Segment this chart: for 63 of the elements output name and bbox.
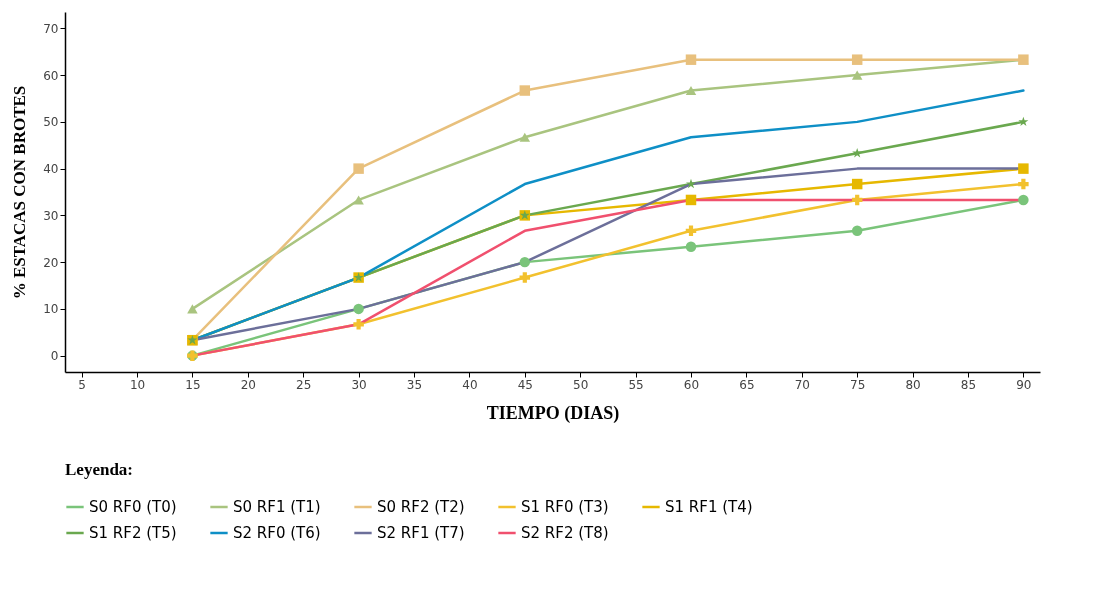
x-tick-label: 15: [185, 377, 201, 392]
point: [187, 304, 198, 314]
x-tick-label: 40: [462, 377, 478, 392]
point: [851, 194, 863, 206]
point: [519, 272, 531, 283]
point: [851, 70, 863, 80]
legend-label: S0 RF1 (T1): [233, 498, 321, 516]
x-tick-label: 25: [296, 377, 312, 392]
legend-label: S2 RF2 (T8): [521, 524, 609, 542]
point: [519, 256, 531, 268]
point: [519, 132, 531, 142]
y-tick-label: 0: [50, 349, 59, 364]
point: [685, 241, 697, 252]
point: [851, 225, 863, 237]
x-tick-label: 80: [905, 377, 921, 392]
point: [353, 195, 364, 205]
y-tick-label: 20: [43, 255, 59, 270]
y-tick-label: 30: [43, 208, 59, 223]
x-tick-label: 65: [739, 377, 755, 392]
legend-label: S2 RF0 (T6): [233, 524, 321, 542]
point: [851, 54, 863, 65]
x-tick-label: 5: [78, 377, 86, 392]
point: [353, 319, 364, 330]
point: [685, 54, 697, 65]
y-tick-label: 40: [43, 162, 59, 177]
point: [685, 225, 697, 237]
x-tick-label: 30: [351, 377, 367, 392]
legend-label: S1 RF1 (T4): [665, 498, 753, 516]
legend-label: S0 RF0 (T0): [89, 498, 177, 516]
legend-label: S1 RF2 (T5): [89, 524, 177, 542]
point: [353, 163, 364, 174]
x-tick-label: 35: [406, 377, 423, 392]
point: [1018, 194, 1029, 206]
x-tick-label: 50: [573, 377, 589, 392]
point: [685, 194, 697, 206]
y-axis-title: % ESTACAS CON BROTES: [10, 85, 30, 300]
point: [519, 85, 531, 96]
point: [353, 303, 364, 315]
point: [1018, 163, 1029, 174]
legend-label: S0 RF2 (T2): [377, 498, 465, 516]
point: [851, 178, 863, 190]
legend-label: S2 RF1 (T7): [377, 524, 465, 542]
point: [686, 178, 696, 189]
x-tick-label: 90: [1016, 377, 1032, 392]
point: [1018, 178, 1029, 190]
x-axis-title: TIEMPO (DIAS): [486, 402, 620, 424]
point: [1018, 116, 1029, 127]
y-tick-label: 10: [43, 302, 59, 317]
legend-label: S1 RF0 (T3): [521, 498, 609, 516]
x-tick-label: 70: [794, 377, 810, 392]
legend-title: Leyenda:: [65, 460, 133, 479]
y-tick-label: 50: [43, 115, 59, 130]
x-tick-label: 55: [628, 377, 644, 392]
x-tick-label: 60: [683, 377, 700, 392]
x-tick-label: 85: [960, 377, 977, 392]
x-tick-label: 10: [129, 377, 146, 392]
x-tick-label: 75: [850, 377, 866, 392]
point: [685, 86, 697, 96]
y-tick-label: 60: [43, 68, 59, 83]
y-tick-label: 70: [43, 21, 59, 36]
x-tick-label: 45: [517, 377, 533, 392]
point: [852, 147, 863, 158]
x-tick-label: 20: [240, 377, 256, 392]
